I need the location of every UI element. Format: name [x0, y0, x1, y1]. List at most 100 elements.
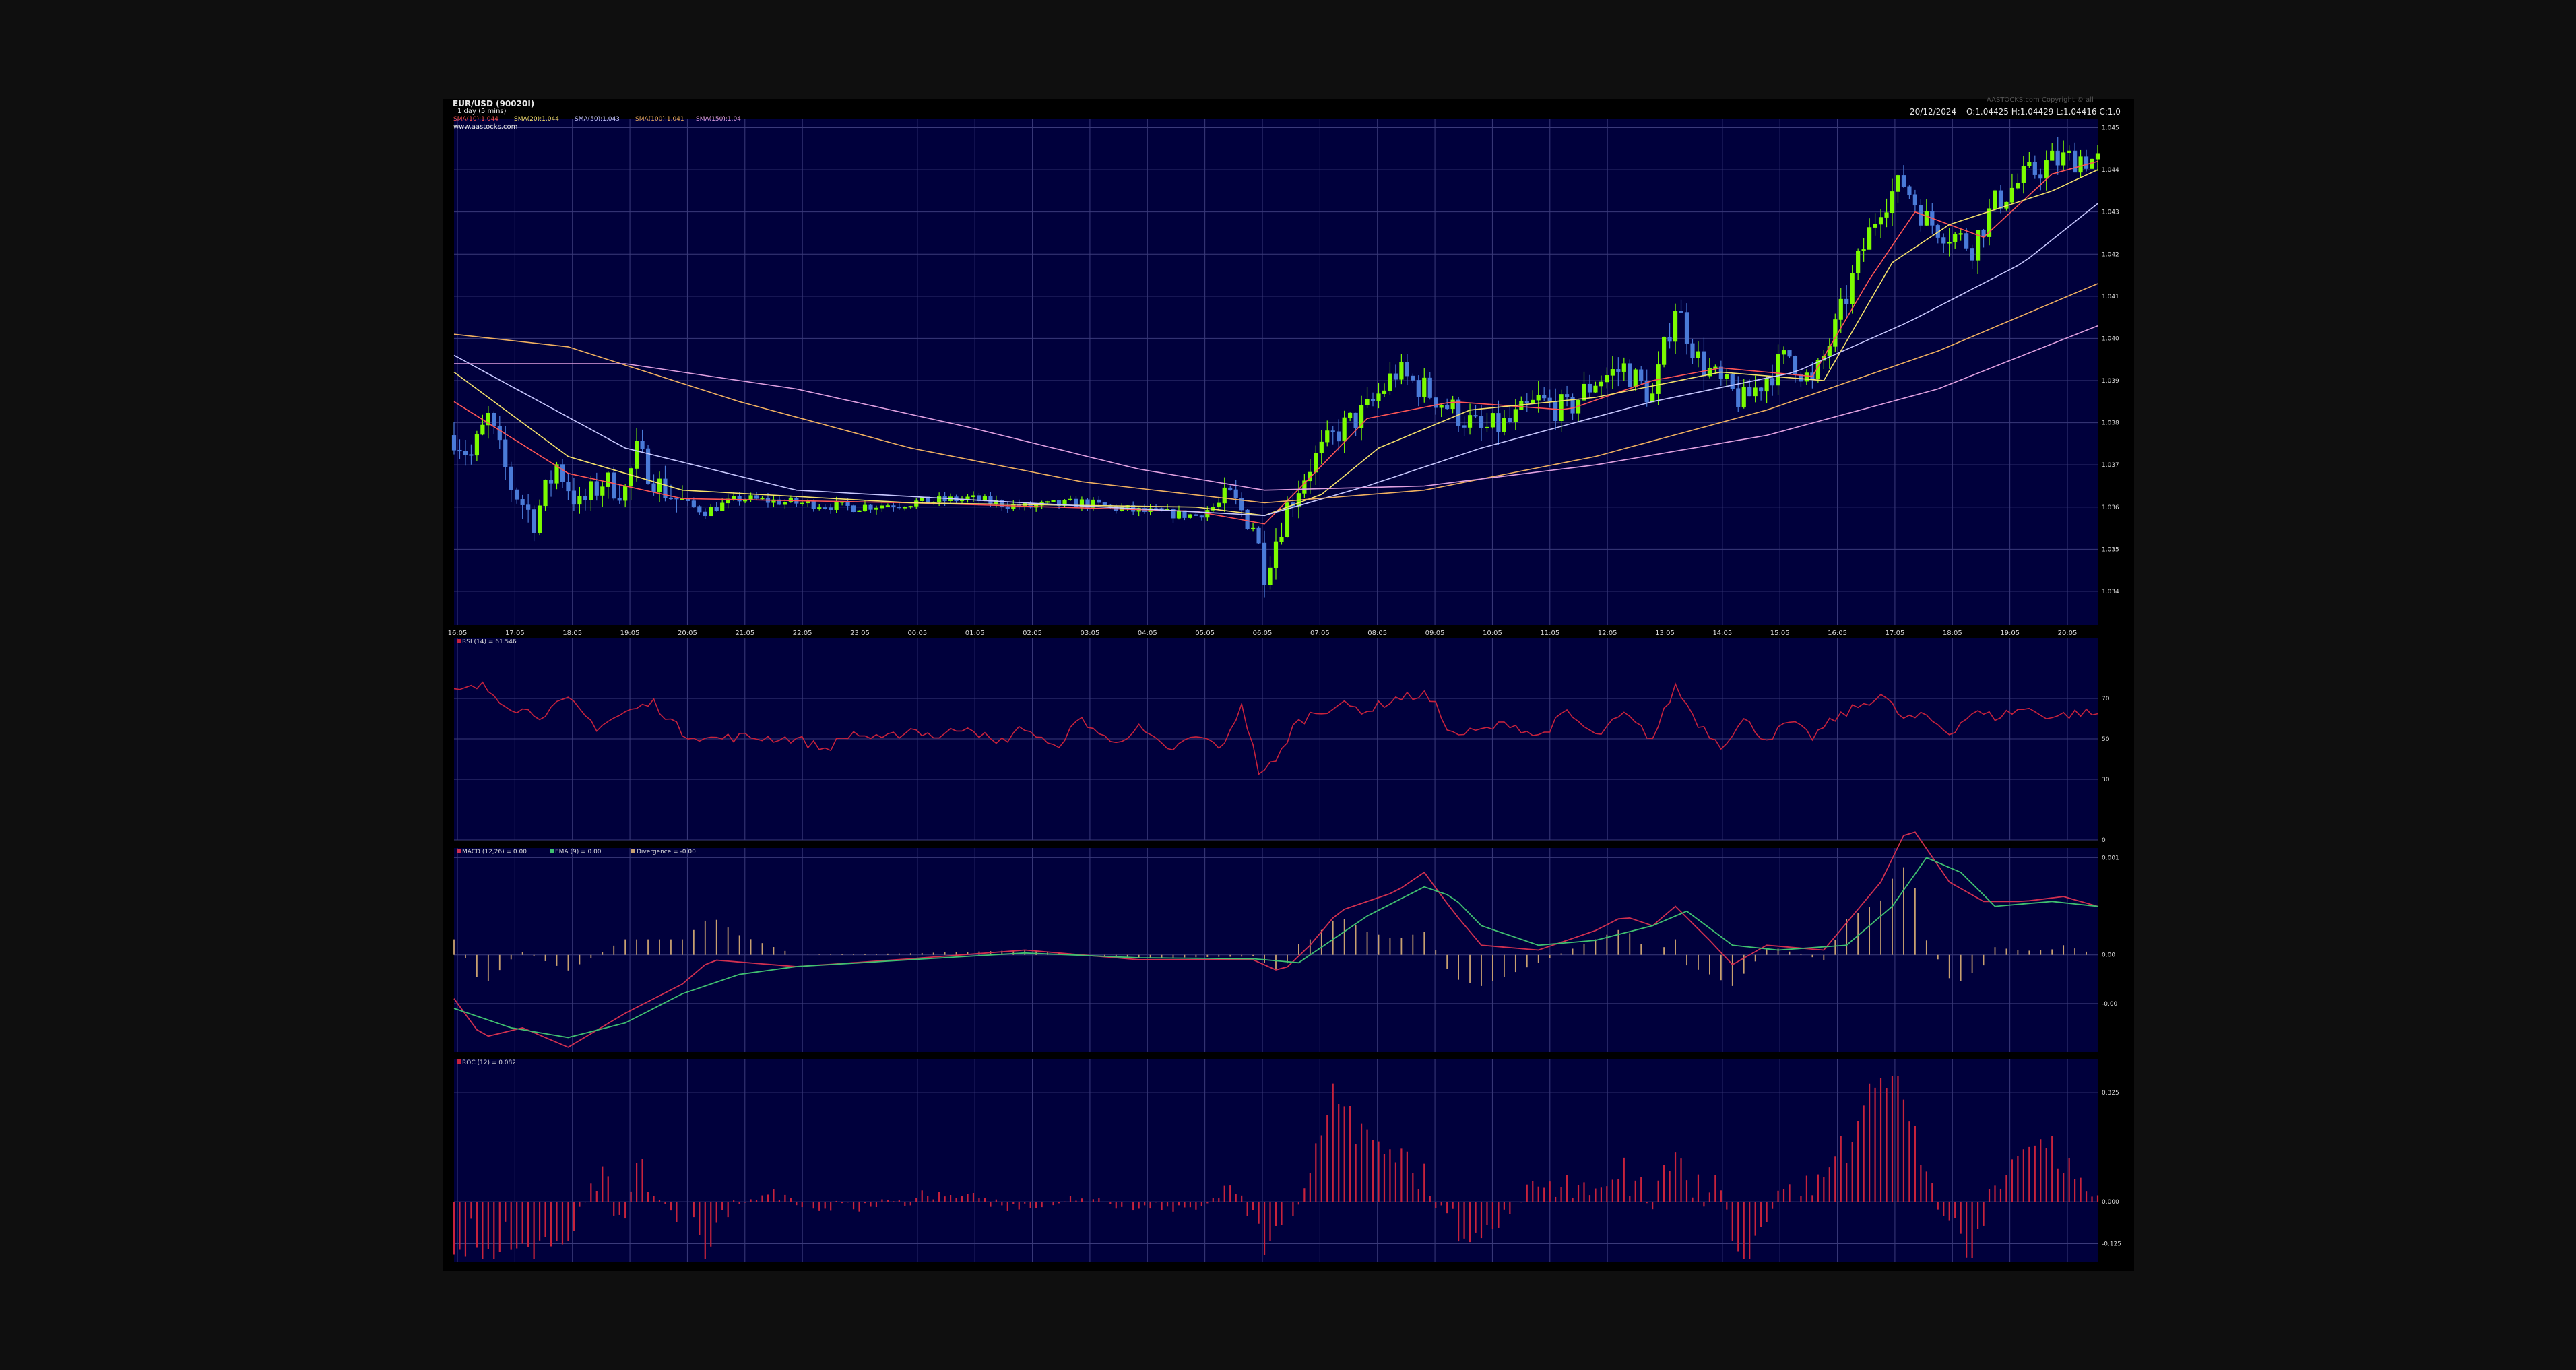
candle-body: [897, 507, 901, 509]
sma-line-sma100: [453, 283, 2098, 504]
candle-body: [657, 478, 662, 493]
candle-body: [1587, 383, 1592, 393]
candle-body: [1524, 401, 1529, 403]
candle-body: [1330, 430, 1335, 432]
candle-body: [1217, 502, 1221, 507]
candle-body: [1856, 251, 1861, 273]
candle-body: [1833, 319, 1838, 347]
candle-body: [2027, 162, 2032, 166]
candle-body: [1759, 387, 1764, 392]
y-tick-label: 1.036: [2102, 504, 2119, 511]
candle-body: [903, 507, 907, 509]
candle-body: [1610, 369, 1615, 376]
candle-body: [457, 449, 462, 452]
y-tick-label: 70: [2102, 696, 2110, 703]
candle-body: [1884, 212, 1889, 218]
y-tick-label: 1.035: [2102, 546, 2119, 553]
y-tick-label: 1.037: [2102, 462, 2119, 469]
x-tick-label: 17:05: [1886, 630, 1905, 637]
candle-body: [1479, 416, 1484, 428]
symbol-title: EUR/USD (90020I): [453, 99, 535, 108]
candle-body: [732, 496, 736, 500]
candle-body: [1097, 499, 1101, 503]
x-tick-label: 01:05: [965, 630, 985, 637]
candle-body: [635, 441, 639, 469]
candle-body: [703, 511, 707, 517]
x-tick-label: 15:05: [1770, 630, 1790, 637]
candle-body: [1570, 397, 1575, 414]
x-tick-label: 10:05: [1483, 630, 1502, 637]
candle-body: [1285, 502, 1290, 537]
y-tick-label: 1.044: [2102, 167, 2119, 174]
candle-body: [1251, 527, 1256, 529]
candle-body: [2073, 150, 2078, 173]
quote-date: 20/12/2024: [1910, 107, 1957, 117]
ma-legend-item: SMA(100):1.041: [635, 116, 684, 123]
candle-body: [1582, 383, 1586, 401]
candle-body: [1753, 387, 1758, 397]
candle-body: [1450, 399, 1455, 410]
x-tick-label: 19:05: [2000, 630, 2020, 637]
candle-body: [1051, 500, 1056, 502]
x-tick-label: 16:05: [1828, 630, 1847, 637]
candle-body: [526, 504, 531, 510]
y-tick-label: 0.325: [2102, 1090, 2119, 1097]
candle-body: [2055, 150, 2060, 166]
candle-body: [1673, 311, 1678, 342]
x-tick-label: 17:05: [505, 630, 525, 637]
x-tick-label: 07:05: [1310, 630, 1330, 637]
candle-body: [1633, 369, 1638, 387]
candle-body: [651, 483, 656, 493]
candle-body: [1787, 350, 1792, 357]
y-tick-label: 0.000: [2102, 1199, 2119, 1206]
candle-body: [1919, 205, 1923, 226]
candle-body: [777, 499, 782, 505]
candle-body: [1718, 366, 1723, 379]
candle-body: [1308, 471, 1312, 482]
macd-legend-label: EMA (9) = 0.00: [555, 849, 602, 855]
candle-body: [1987, 208, 1992, 237]
candle-body: [1467, 415, 1473, 428]
candle-body: [965, 496, 970, 500]
candle-body: [520, 499, 525, 505]
candle-body: [1993, 190, 1997, 209]
x-tick-label: 20:05: [678, 630, 697, 637]
x-tick-label: 21:05: [735, 630, 754, 637]
candle-body: [1233, 489, 1238, 499]
candle-body: [503, 439, 508, 467]
x-tick-label: 06:05: [1253, 630, 1273, 637]
candle-body: [589, 481, 593, 500]
candle-body: [874, 507, 879, 510]
y-tick-label: 1.042: [2102, 251, 2119, 258]
candle-body: [1702, 351, 1706, 377]
candle-body: [469, 454, 474, 456]
candle-body: [1496, 413, 1501, 432]
candle-body: [474, 434, 479, 456]
candle-body: [1359, 405, 1364, 428]
candle-body: [1273, 541, 1279, 568]
candle-body: [851, 505, 856, 513]
ma-legend-item: SMA(20):1.044: [514, 116, 559, 123]
candle-body: [1490, 413, 1495, 428]
candle-body: [1376, 393, 1381, 401]
website-label: www.aastocks.com: [453, 123, 518, 131]
x-tick-label: 12:05: [1598, 630, 1617, 637]
candle-body: [754, 495, 759, 499]
candle-body: [1725, 374, 1729, 379]
candle-body: [1542, 395, 1547, 399]
candle-body: [1764, 378, 1769, 392]
candle-body: [1045, 501, 1050, 503]
candle-body: [1690, 343, 1695, 358]
candle-body: [1405, 362, 1409, 377]
candle-body: [509, 466, 513, 490]
sma-line-sma20: [453, 169, 2098, 517]
candle-body: [1947, 242, 1952, 244]
y-tick-label: -0.00: [2102, 1001, 2118, 1008]
candle-body: [1091, 499, 1095, 508]
candle-body: [988, 496, 993, 504]
candle-body: [1427, 377, 1432, 398]
candle-body: [2095, 153, 2100, 160]
candle-body: [1228, 487, 1233, 490]
candle-body: [2044, 160, 2049, 179]
candle-body: [543, 480, 548, 507]
